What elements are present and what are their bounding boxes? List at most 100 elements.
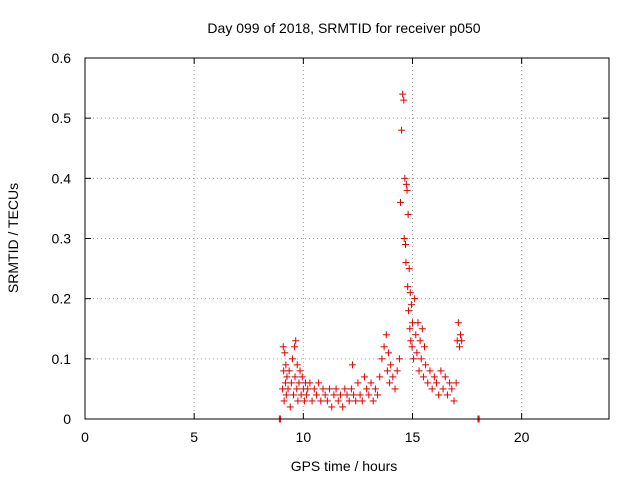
data-point — [326, 385, 334, 393]
data-point — [285, 367, 293, 375]
data-point — [367, 379, 375, 387]
y-tick-label: 0.1 — [52, 351, 72, 367]
data-point — [403, 186, 411, 194]
data-point — [386, 379, 394, 387]
y-tick-label: 0.6 — [52, 50, 72, 66]
data-point — [400, 235, 408, 242]
data-point — [384, 349, 392, 357]
data-point — [350, 391, 358, 399]
data-point — [430, 373, 438, 381]
data-point — [382, 331, 390, 339]
x-tick-label: 10 — [296, 429, 312, 445]
data-point — [413, 349, 421, 357]
x-tick-label: 15 — [405, 429, 421, 445]
data-point — [402, 259, 410, 267]
plot-frame — [84, 57, 610, 420]
data-point — [454, 319, 462, 327]
data-point — [435, 391, 443, 399]
data-point — [437, 367, 445, 375]
data-point — [290, 391, 298, 399]
data-point — [294, 397, 302, 405]
data-point — [306, 379, 314, 387]
data-point — [343, 391, 351, 399]
data-point — [399, 90, 407, 98]
y-tick-label: 0 — [63, 411, 71, 427]
data-point — [339, 403, 347, 411]
data-point — [383, 367, 391, 375]
data-point — [296, 367, 304, 375]
data-point — [419, 373, 427, 381]
data-point — [286, 403, 294, 411]
data-point — [334, 397, 342, 405]
data-point — [282, 361, 290, 369]
data-point — [365, 391, 373, 399]
data-point — [457, 331, 465, 339]
data-point — [341, 385, 349, 393]
data-point — [410, 355, 418, 363]
data-point — [312, 391, 320, 399]
data-point — [391, 385, 399, 393]
data-point — [428, 385, 436, 393]
data-point — [321, 391, 329, 399]
data-point — [330, 391, 338, 399]
data-point — [389, 373, 397, 381]
data-point — [363, 385, 371, 393]
data-point — [405, 265, 413, 273]
data-point — [405, 307, 413, 315]
data-point — [387, 361, 395, 369]
data-point — [328, 403, 336, 411]
data-point — [404, 210, 412, 218]
data-point — [439, 385, 447, 393]
data-point — [426, 367, 434, 375]
data-point — [308, 397, 316, 405]
data-point — [332, 385, 340, 393]
y-tick-label: 0.2 — [52, 291, 72, 307]
data-point — [281, 349, 289, 357]
x-tick-label: 0 — [81, 429, 89, 445]
data-point — [369, 397, 377, 405]
data-point — [284, 385, 292, 393]
data-point — [401, 174, 409, 182]
y-axis-label: SRMTID / TECUs — [5, 183, 21, 293]
data-point — [398, 126, 406, 134]
data-point — [336, 391, 344, 399]
data-point — [395, 355, 403, 363]
data-point — [458, 337, 466, 345]
data-point — [293, 385, 301, 393]
data-point — [408, 343, 416, 351]
data-point — [300, 397, 308, 405]
data-point — [354, 379, 362, 387]
data-point — [441, 373, 449, 381]
data-point — [450, 397, 458, 405]
data-point — [376, 373, 384, 381]
data-point — [323, 397, 331, 405]
data-point — [407, 301, 415, 309]
data-point — [417, 355, 425, 363]
data-point — [455, 343, 463, 351]
y-tick-label: 0.5 — [52, 110, 72, 126]
data-point — [283, 373, 291, 381]
data-point — [348, 361, 356, 369]
data-point — [406, 289, 414, 297]
data-point — [452, 379, 460, 387]
y-tick-label: 0.4 — [52, 170, 72, 186]
data-points — [275, 90, 483, 423]
data-point — [371, 385, 379, 393]
data-point — [304, 385, 312, 393]
data-point — [288, 355, 296, 363]
data-point — [280, 397, 288, 405]
data-point — [356, 391, 364, 399]
x-tick-label: 20 — [514, 429, 530, 445]
data-point — [433, 379, 441, 387]
data-point — [412, 331, 420, 339]
data-point — [358, 397, 366, 405]
data-point — [279, 343, 287, 351]
data-point — [292, 337, 300, 345]
chart-title: Day 099 of 2018, SRMTID for receiver p05… — [207, 20, 480, 36]
data-point — [380, 343, 388, 351]
data-point — [317, 397, 325, 405]
data-point — [422, 361, 430, 369]
x-tick-label: 5 — [190, 429, 198, 445]
